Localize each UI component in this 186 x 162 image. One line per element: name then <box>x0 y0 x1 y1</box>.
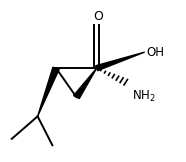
Polygon shape <box>96 52 145 70</box>
Text: OH: OH <box>147 46 165 59</box>
Polygon shape <box>38 67 59 116</box>
Polygon shape <box>73 68 97 98</box>
Text: O: O <box>94 10 103 23</box>
Text: NH$_2$: NH$_2$ <box>132 89 155 104</box>
